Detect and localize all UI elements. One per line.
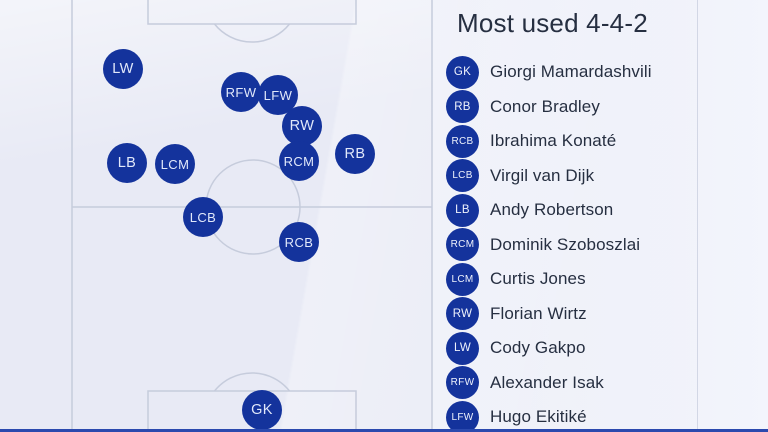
pitch-player-position-label: RCB: [284, 234, 314, 250]
player-name: Alexander Isak: [490, 372, 604, 392]
pitch-player-dot: LW: [103, 49, 143, 89]
pitch-player-position-label: RFW: [225, 84, 257, 100]
roster-row: LCM Curtis Jones: [446, 262, 652, 297]
roster-row: RW Florian Wirtz: [446, 297, 652, 332]
player-name: Ibrahima Konaté: [490, 131, 617, 151]
position-badge: LCB: [446, 159, 479, 193]
bottom-penalty-arc: [213, 372, 291, 392]
player-name: Conor Bradley: [490, 96, 600, 116]
pitch-player-dot: LFW: [258, 75, 298, 115]
pitch-player-position-label: RCM: [283, 153, 315, 169]
position-badge: RFW: [446, 366, 479, 400]
position-badge: RB: [446, 90, 479, 124]
player-name: Cody Gakpo: [490, 338, 586, 358]
bottom-penalty-box: [147, 390, 357, 432]
top-penalty-arc: [213, 23, 291, 43]
position-badge: LB: [446, 193, 479, 227]
pitch-player-dot: RCM: [279, 141, 319, 181]
top-penalty-box: [147, 0, 357, 25]
position-badge: GK: [446, 55, 479, 89]
pitch-player-position-label: LFW: [263, 87, 293, 103]
pitch-player-position-label: LW: [112, 60, 134, 77]
roster-row: LW Cody Gakpo: [446, 331, 652, 366]
player-name: Giorgi Mamardashvili: [490, 62, 652, 82]
player-name: Florian Wirtz: [490, 303, 587, 323]
roster-row: RFW Alexander Isak: [446, 366, 652, 401]
roster-row: RB Conor Bradley: [446, 90, 652, 125]
pitch-player-position-label: GK: [251, 401, 273, 418]
pitch-player-position-label: RB: [344, 145, 366, 162]
position-badge: RCB: [446, 124, 479, 158]
roster-row: LFW Hugo Ekitiké: [446, 400, 652, 432]
roster-row: RCM Dominik Szoboszlai: [446, 228, 652, 263]
roster-row: LCB Virgil van Dijk: [446, 159, 652, 194]
position-badge: RCM: [446, 228, 479, 262]
player-name: Hugo Ekitiké: [490, 407, 587, 427]
pitch-player-position-label: LCB: [189, 209, 217, 225]
roster-row: LB Andy Robertson: [446, 193, 652, 228]
pitch-player-dot: RW: [282, 106, 322, 146]
roster-row: GK Giorgi Mamardashvili: [446, 55, 652, 90]
pitch-player-dot: LB: [107, 143, 147, 183]
player-name: Virgil van Dijk: [490, 165, 595, 185]
position-badge: RW: [446, 297, 479, 331]
pitch-player-dot: RFW: [221, 72, 261, 112]
player-name: Curtis Jones: [490, 269, 586, 289]
pitch-player-position-label: LCM: [160, 156, 190, 172]
pitch-player-dot: GK: [242, 390, 282, 430]
roster-list: GK Giorgi Mamardashvili RB Conor Bradley…: [446, 55, 652, 432]
position-badge: LW: [446, 331, 479, 365]
roster-row: RCB Ibrahima Konaté: [446, 124, 652, 159]
position-badge: LCM: [446, 262, 479, 296]
player-name: Andy Robertson: [490, 200, 614, 220]
pitch-player-dot: RB: [335, 134, 375, 174]
pitch-player-position-label: RW: [289, 117, 315, 134]
pitch-player-dot: LCB: [183, 197, 223, 237]
position-badge: LFW: [446, 400, 479, 432]
player-name: Dominik Szoboszlai: [490, 234, 641, 254]
pitch-player-dot: LCM: [155, 144, 195, 184]
pitch-player-position-label: LB: [117, 154, 137, 171]
info-panel: Most used 4-4-2 GK Giorgi Mamardashvili …: [432, 0, 768, 432]
panel-title: Most used 4-4-2: [457, 8, 648, 38]
pitch-player-dot: RCB: [279, 222, 319, 262]
